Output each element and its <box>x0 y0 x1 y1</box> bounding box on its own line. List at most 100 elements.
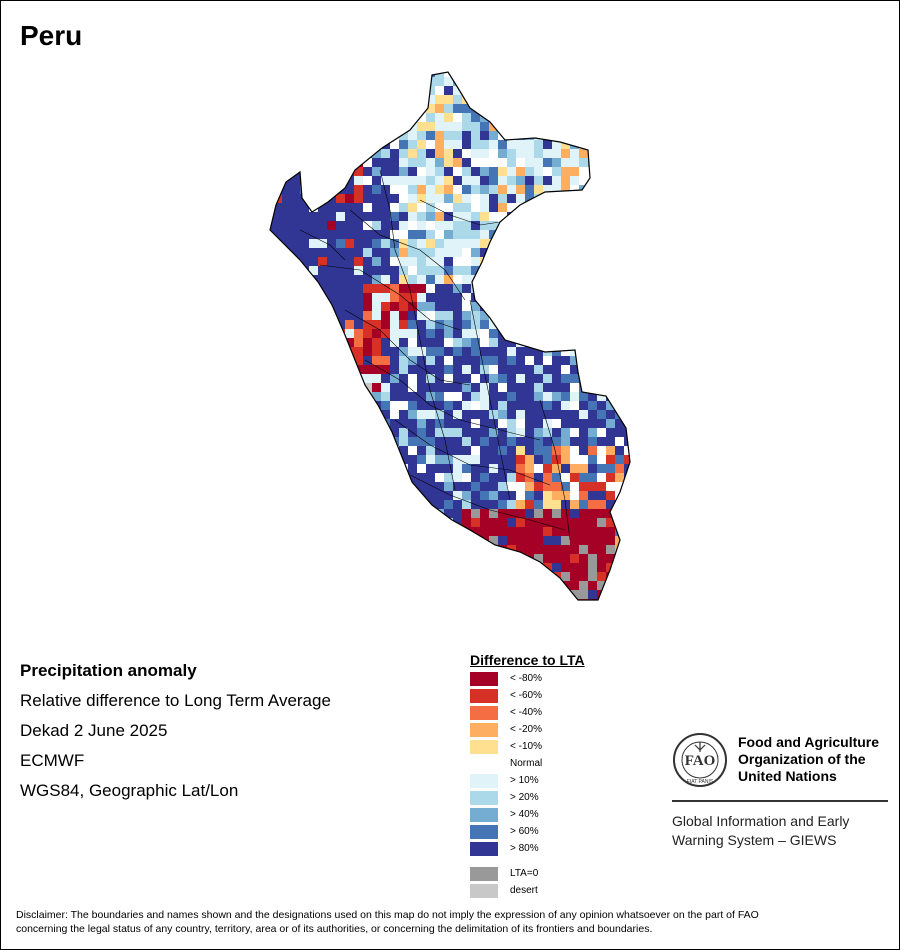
grid-cell <box>309 482 318 491</box>
grid-cell <box>606 365 615 374</box>
grid-cell <box>273 140 282 149</box>
grid-cell <box>633 500 642 509</box>
grid-cell <box>345 455 354 464</box>
grid-cell <box>327 329 336 338</box>
grid-cell <box>462 167 471 176</box>
grid-cell <box>615 455 624 464</box>
grid-cell <box>282 392 291 401</box>
grid-cell <box>417 500 426 509</box>
grid-cell <box>327 392 336 401</box>
grid-cell <box>570 203 579 212</box>
grid-cell <box>588 257 597 266</box>
grid-cell <box>318 419 327 428</box>
grid-cell <box>270 482 273 491</box>
grid-cell <box>471 491 480 500</box>
grid-cell <box>399 284 408 293</box>
grid-cell <box>417 158 426 167</box>
grid-cell <box>435 428 444 437</box>
legend-swatch <box>470 774 498 788</box>
grid-cell <box>408 365 417 374</box>
grid-cell <box>300 383 309 392</box>
grid-cell <box>516 428 525 437</box>
grid-cell <box>282 203 291 212</box>
grid-cell <box>588 266 597 275</box>
grid-cell <box>381 590 390 599</box>
grid-cell <box>444 599 453 600</box>
grid-cell <box>444 491 453 500</box>
grid-cell <box>480 509 489 518</box>
grid-cell <box>270 86 273 95</box>
grid-cell <box>363 347 372 356</box>
grid-cell <box>270 158 273 167</box>
grid-cell <box>300 221 309 230</box>
giews-line: Global Information and Early <box>672 813 850 829</box>
grid-cell <box>408 446 417 455</box>
grid-cell <box>390 293 399 302</box>
grid-cell <box>588 104 597 113</box>
grid-cell <box>507 392 516 401</box>
grid-cell <box>390 212 399 221</box>
grid-cell <box>273 77 282 86</box>
grid-cell <box>327 356 336 365</box>
grid-cell <box>462 374 471 383</box>
grid-cell <box>534 302 543 311</box>
grid-cell <box>444 257 453 266</box>
grid-cell <box>597 581 606 590</box>
grid-cell <box>435 86 444 95</box>
grid-cell <box>345 527 354 536</box>
legend-label: > 60% <box>510 826 539 837</box>
grid-cell <box>606 167 615 176</box>
grid-cell <box>336 518 345 527</box>
grid-cell <box>606 437 615 446</box>
legend-item: LTA=0 <box>470 866 585 883</box>
grid-cell <box>624 392 630 401</box>
grid-cell <box>570 590 579 599</box>
grid-cell <box>435 473 444 482</box>
grid-cell <box>354 293 363 302</box>
grid-cell <box>507 320 516 329</box>
grid-cell <box>372 248 381 257</box>
grid-cell <box>498 167 507 176</box>
grid-cell <box>318 509 327 518</box>
grid-cell <box>444 437 453 446</box>
grid-cell <box>525 563 534 572</box>
grid-cell <box>534 464 543 473</box>
grid-cell <box>543 284 552 293</box>
grid-cell <box>498 302 507 311</box>
grid-cell <box>390 356 399 365</box>
grid-cell <box>399 257 408 266</box>
grid-cell <box>588 140 597 149</box>
grid-cell <box>381 293 390 302</box>
grid-cell <box>615 302 624 311</box>
grid-cell <box>282 275 291 284</box>
grid-cell <box>480 131 489 140</box>
grid-cell <box>390 257 399 266</box>
grid-cell <box>336 122 345 131</box>
grid-cell <box>579 338 588 347</box>
grid-cell <box>270 590 273 599</box>
grid-cell <box>363 86 372 95</box>
grid-cell <box>552 545 561 554</box>
grid-cell <box>399 167 408 176</box>
grid-cell <box>453 365 462 374</box>
grid-cell <box>579 95 588 104</box>
grid-cell <box>525 104 534 113</box>
grid-cell <box>417 410 426 419</box>
grid-cell <box>561 554 570 563</box>
grid-cell <box>390 266 399 275</box>
grid-cell <box>417 572 426 581</box>
grid-cell <box>525 536 534 545</box>
grid-cell <box>525 347 534 356</box>
grid-cell <box>507 158 516 167</box>
grid-cell <box>435 491 444 500</box>
grid-cell <box>282 329 291 338</box>
grid-cell <box>408 266 417 275</box>
grid-cell <box>498 149 507 158</box>
grid-cell <box>597 185 606 194</box>
grid-cell <box>309 320 318 329</box>
grid-cell <box>489 383 498 392</box>
grid-cell <box>381 239 390 248</box>
disclaimer-line: concerning the legal status of any count… <box>16 923 653 935</box>
grid-cell <box>426 266 435 275</box>
grid-cell <box>390 428 399 437</box>
